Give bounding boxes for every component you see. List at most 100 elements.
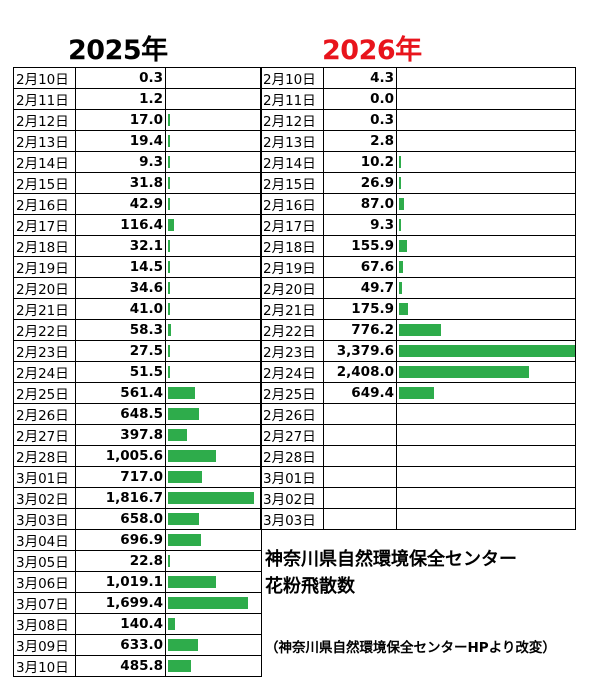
- date-cell: 2月16日: [13, 193, 76, 215]
- bar-cell: [165, 382, 262, 404]
- table-row: 2月24日 2,408.0: [260, 361, 576, 383]
- value-cell: 32.1: [75, 235, 166, 257]
- value-cell: 0.3: [323, 109, 397, 131]
- date-cell: 2月24日: [260, 361, 324, 383]
- table-row: 3月10日 485.8: [13, 655, 262, 677]
- value-cell: [323, 403, 397, 425]
- date-cell: 2月20日: [260, 277, 324, 299]
- table-row: 2月28日 1,005.6: [13, 445, 262, 467]
- value-cell: [323, 445, 397, 467]
- table-row: 2月18日 32.1: [13, 235, 262, 257]
- date-cell: 2月21日: [260, 298, 324, 320]
- table-row: 2月12日 17.0: [13, 109, 262, 131]
- value-cell: 34.6: [75, 277, 166, 299]
- bar-cell: [396, 361, 576, 383]
- bar-cell: [396, 130, 576, 152]
- bar-cell: [165, 361, 262, 383]
- value-cell: 14.5: [75, 256, 166, 278]
- bar-cell: [165, 424, 262, 446]
- value-cell: 485.8: [75, 655, 166, 677]
- bar-cell: [396, 445, 576, 467]
- value-cell: 1,699.4: [75, 592, 166, 614]
- data-bar: [168, 366, 171, 378]
- table-row: 2月11日 0.0: [260, 88, 576, 110]
- bar-cell: [165, 403, 262, 425]
- bar-cell: [396, 151, 576, 173]
- table-row: 2月10日 0.3: [13, 67, 262, 89]
- table-row: 2月21日 41.0: [13, 298, 262, 320]
- value-cell: 776.2: [323, 319, 397, 341]
- bar-cell: [396, 172, 576, 194]
- bar-cell: [165, 592, 262, 614]
- value-cell: 1.2: [75, 88, 166, 110]
- bar-cell: [396, 298, 576, 320]
- bar-cell: [165, 172, 262, 194]
- bar-cell: [165, 256, 262, 278]
- date-cell: 3月06日: [13, 571, 76, 593]
- table-row: 2月27日 397.8: [13, 424, 262, 446]
- data-bar: [168, 282, 170, 294]
- data-bar: [168, 345, 170, 357]
- date-cell: 3月07日: [13, 592, 76, 614]
- year-title-2025: 2025年: [68, 35, 168, 66]
- value-cell: [323, 487, 397, 509]
- date-cell: 2月22日: [13, 319, 76, 341]
- data-bar: [399, 198, 404, 210]
- date-cell: 2月10日: [260, 67, 324, 89]
- table-row: 2月20日 49.7: [260, 277, 576, 299]
- table-row: 2月23日 27.5: [13, 340, 262, 362]
- value-cell: 140.4: [75, 613, 166, 635]
- data-bar: [399, 240, 408, 252]
- date-cell: 2月13日: [13, 130, 76, 152]
- data-bar: [168, 429, 187, 441]
- bar-cell: [396, 67, 576, 89]
- value-cell: 1,005.6: [75, 445, 166, 467]
- bar-cell: [396, 340, 576, 362]
- value-cell: 9.3: [323, 214, 397, 236]
- table-row: 2月18日 155.9: [260, 235, 576, 257]
- value-cell: 9.3: [75, 151, 166, 173]
- data-bar: [168, 555, 170, 567]
- table-row: 3月03日 658.0: [13, 508, 262, 530]
- data-bar: [168, 660, 191, 672]
- date-cell: 2月16日: [260, 193, 324, 215]
- value-cell: 1,816.7: [75, 487, 166, 509]
- data-bar: [168, 534, 201, 546]
- bar-cell: [165, 550, 262, 572]
- bar-cell: [165, 571, 262, 593]
- date-cell: 2月27日: [260, 424, 324, 446]
- bar-cell: [165, 340, 262, 362]
- bar-cell: [165, 88, 262, 110]
- data-bar: [168, 198, 171, 210]
- bar-cell: [396, 319, 576, 341]
- date-cell: 3月03日: [260, 508, 324, 530]
- bar-cell: [165, 508, 262, 530]
- table-row: 2月16日 42.9: [13, 193, 262, 215]
- date-cell: 2月18日: [260, 235, 324, 257]
- date-cell: 2月17日: [13, 214, 76, 236]
- table-row: 2月19日 14.5: [13, 256, 262, 278]
- bar-cell: [165, 67, 262, 89]
- date-cell: 2月23日: [13, 340, 76, 362]
- value-cell: 67.6: [323, 256, 397, 278]
- bar-cell: [396, 256, 576, 278]
- value-cell: 27.5: [75, 340, 166, 362]
- bar-cell: [396, 487, 576, 509]
- data-bar: [168, 219, 174, 231]
- table-row: 2月14日 9.3: [13, 151, 262, 173]
- date-cell: 2月14日: [13, 151, 76, 173]
- bar-cell: [396, 424, 576, 446]
- data-bar: [399, 303, 409, 315]
- bar-cell: [165, 193, 262, 215]
- table-row: 3月08日 140.4: [13, 613, 262, 635]
- data-bar: [168, 387, 195, 399]
- data-bar: [168, 471, 202, 483]
- table-row: 2月24日 51.5: [13, 361, 262, 383]
- table-row: 2月10日 4.3: [260, 67, 576, 89]
- date-cell: 2月18日: [13, 235, 76, 257]
- bar-cell: [165, 466, 262, 488]
- value-cell: 17.0: [75, 109, 166, 131]
- value-cell: 696.9: [75, 529, 166, 551]
- date-cell: 3月02日: [260, 487, 324, 509]
- table-row: 2月15日 31.8: [13, 172, 262, 194]
